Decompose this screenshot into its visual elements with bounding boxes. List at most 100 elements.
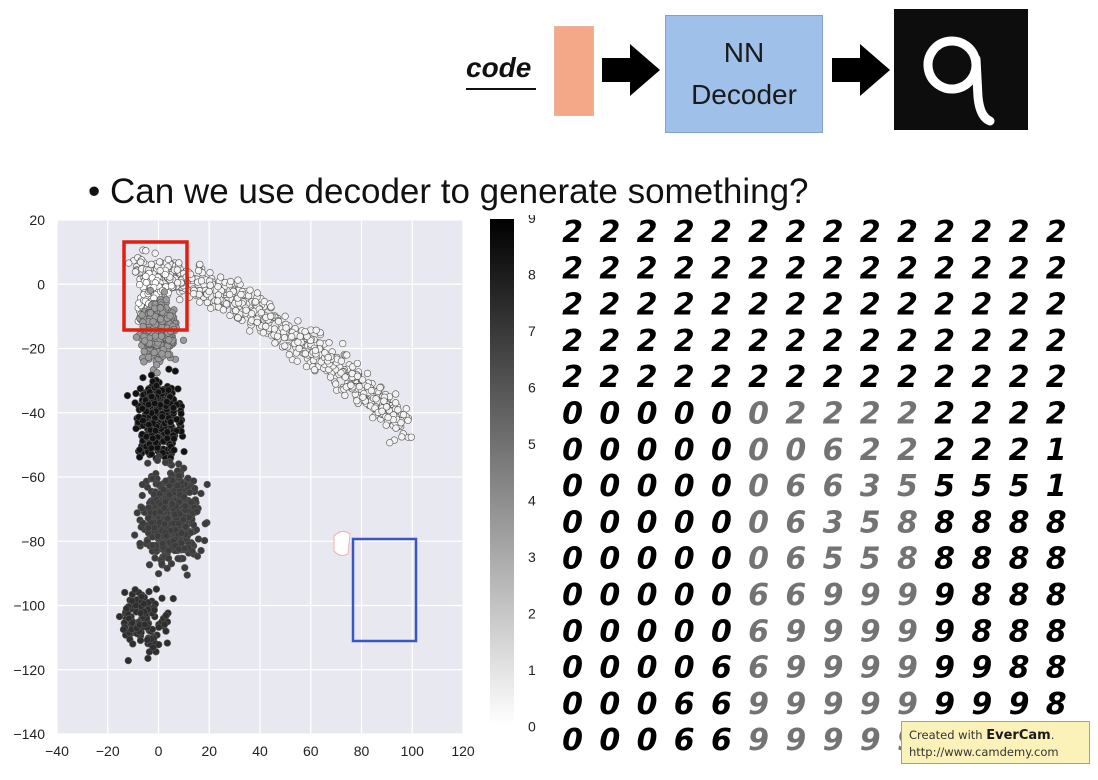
scatter-point [226,290,234,299]
generated-digit: 2 [1046,360,1067,395]
generated-digit: 8 [1009,651,1030,686]
generated-digit: 2 [971,251,992,286]
scatter-point [369,414,377,422]
code-label: code [466,52,532,83]
scatter-point [301,328,309,336]
generated-digit: 8 [971,542,992,577]
scatter-point [155,623,163,631]
scatter-point [407,433,415,441]
scatter-point [156,267,164,275]
generated-digit: 6 [711,723,732,758]
generated-digit: 6 [785,469,806,504]
generated-digit: 9 [823,578,844,613]
scatter-point [384,413,392,422]
scatter-point [394,406,402,414]
generated-digit: 0 [748,505,769,540]
scatter-point [301,350,309,358]
scatter-point [142,272,150,280]
scatter-point [147,371,156,379]
generated-digit: 3 [823,505,844,540]
scatter-point [148,475,157,483]
scatter-point [149,318,157,326]
right-arrow-icon [602,44,660,96]
scatter-point [147,392,156,401]
generated-digit: 2 [748,251,769,286]
generated-digit: 2 [748,288,769,323]
scatter-point [376,384,384,392]
scatter-point [392,424,400,432]
scatter-point [189,289,198,298]
generated-digit: 0 [562,723,583,758]
generated-digit: 2 [934,433,955,468]
generated-digit: 2 [897,360,918,395]
scatter-point [168,500,176,508]
x-tick-label: −20 [96,743,120,759]
scatter-point [203,480,211,489]
scatter-point [143,636,151,644]
scatter-point [274,317,283,326]
scatter-point [131,399,139,407]
generated-digit: 6 [674,723,695,758]
generated-digit: 8 [1046,651,1067,686]
generated-digit: 0 [637,578,658,613]
generated-digit: 8 [1046,614,1067,649]
scatter-point [404,416,412,424]
scatter-point [155,640,163,649]
generated-digit: 5 [1009,469,1030,504]
colorbar-tick-label: 8 [528,267,536,283]
x-tick-label: 100 [401,743,425,759]
scatter-point [135,446,144,454]
watermark-suffix: . [1050,728,1055,742]
scatter-point [280,334,289,342]
scatter-point [151,399,159,407]
scatter-point [145,561,154,569]
scatter-point [217,273,225,281]
generated-digit: 1 [1046,433,1067,468]
x-tick-label: 20 [201,743,217,759]
colorbar-tick-label: 1 [528,662,536,678]
scatter-point [353,397,361,405]
scatter-point [163,428,171,436]
scatter-point [158,350,166,358]
generated-digit: 0 [748,397,769,432]
generated-digit: 9 [971,687,992,722]
scatter-point [169,594,177,603]
scatter-point [234,276,242,284]
generated-digit: 2 [562,251,583,286]
scatter-point [144,654,152,662]
generated-digit: 9 [785,723,806,758]
scatter-point [123,391,132,400]
generated-digit: 8 [897,542,918,577]
scatter-point [271,339,279,347]
generated-digit: 5 [934,469,955,504]
scatter-point [152,381,161,390]
scatter-point [251,298,260,306]
generated-digit: 2 [711,288,732,323]
scatter-point [124,657,132,665]
generated-digit: 0 [748,469,769,504]
scatter-point [138,311,146,319]
scatter-point [253,318,261,326]
generated-digit: 9 [897,578,918,613]
generated-digit: 9 [897,687,918,722]
scatter-point [165,336,173,344]
scatter-point [177,539,185,547]
generated-digit: 2 [1046,215,1067,250]
scatter-point [288,333,296,341]
nn-decoder-box: NN Decoder [665,15,823,133]
scatter-point [285,350,293,359]
scatter-point [282,324,290,332]
evercam-watermark[interactable]: Created with EverCam. http://www.camdemy… [901,721,1090,764]
scatter-point [161,620,169,628]
scatter-point [273,332,282,340]
scatter-point [161,458,170,467]
scatter-point [201,536,209,545]
scatter-point [142,433,150,441]
red-highlight-box [122,240,189,332]
generated-digit: 9 [785,687,806,722]
scatter-point [132,333,140,341]
scatter-point [131,586,139,594]
generated-digit: 0 [562,687,583,722]
scatter-point [154,532,162,540]
generated-digit: 5 [971,469,992,504]
